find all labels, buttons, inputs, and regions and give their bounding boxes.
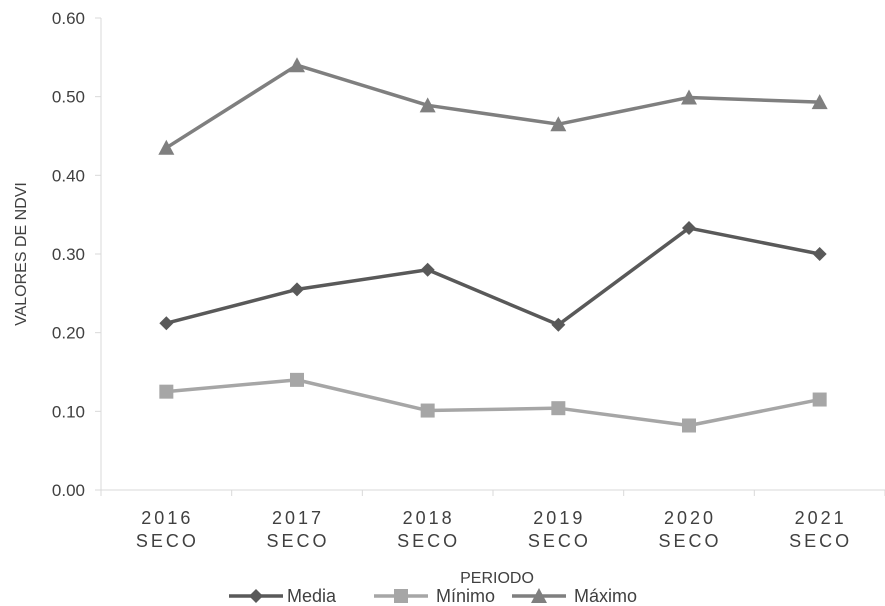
x-tick-label: 2020 <box>664 508 716 528</box>
y-tick-label: 0.20 <box>52 324 85 343</box>
y-axis: 0.00 0.10 0.20 0.30 0.40 0.50 0.60 <box>52 9 102 500</box>
data-point <box>290 372 304 387</box>
series-layer <box>158 57 828 433</box>
legend: Media Mínimo Máximo <box>229 586 637 606</box>
series-line <box>166 378 821 428</box>
data-point <box>551 401 566 416</box>
legend-label: Mínimo <box>436 586 495 606</box>
legend-item: Máximo <box>512 586 637 606</box>
legend-marker <box>531 588 547 603</box>
legend-item: Mínimo <box>374 586 495 606</box>
data-point <box>550 116 567 132</box>
data-point <box>159 384 174 399</box>
x-tick-label: SECO <box>528 531 591 551</box>
data-point <box>420 262 435 277</box>
series-2 <box>158 57 828 155</box>
x-tick-label: SECO <box>136 531 199 551</box>
data-point <box>551 317 566 332</box>
data-point <box>289 57 305 73</box>
data-point <box>682 418 696 433</box>
data-point <box>812 392 827 407</box>
legend-marker <box>249 589 263 603</box>
y-tick-label: 0.50 <box>52 88 85 107</box>
legend-label: Media <box>287 586 337 606</box>
x-tick-label: SECO <box>658 531 721 551</box>
data-point <box>812 247 827 261</box>
x-tick-label: SECO <box>397 531 460 551</box>
data-point <box>681 89 697 105</box>
data-point <box>158 139 175 155</box>
data-point <box>811 94 828 110</box>
legend-label: Máximo <box>574 586 637 606</box>
series-line <box>165 226 821 327</box>
data-point <box>420 403 435 418</box>
y-axis-title: VALORES DE NDVI <box>13 182 30 326</box>
y-tick-label: 0.00 <box>52 481 85 500</box>
y-tick-label: 0.60 <box>52 9 85 28</box>
y-tick-label: 0.10 <box>52 402 85 421</box>
x-tick-label: SECO <box>266 531 329 551</box>
series-line <box>165 63 820 150</box>
x-tick-label: 2018 <box>403 508 455 528</box>
data-point <box>682 221 696 236</box>
x-axis: 2016 SECO 2017 SECO 2018 SECO 2019 SECO 2020 SECO… <box>100 489 885 551</box>
y-tick-label: 0.30 <box>52 245 85 264</box>
series-1 <box>159 372 827 433</box>
y-tick-label: 0.40 <box>52 166 85 185</box>
x-tick-label: 2017 <box>272 508 324 528</box>
x-tick-label: 2019 <box>533 508 585 528</box>
data-point <box>290 282 304 297</box>
legend-marker <box>394 589 408 603</box>
x-tick-label: 2021 <box>795 508 847 528</box>
legend-item: Media <box>229 586 337 606</box>
x-tick-label: 2016 <box>141 508 193 528</box>
x-tick-label: SECO <box>789 531 852 551</box>
data-point <box>159 316 174 331</box>
data-point <box>419 97 436 113</box>
x-axis-title: PERIODO <box>460 570 534 587</box>
series-0 <box>159 221 827 332</box>
